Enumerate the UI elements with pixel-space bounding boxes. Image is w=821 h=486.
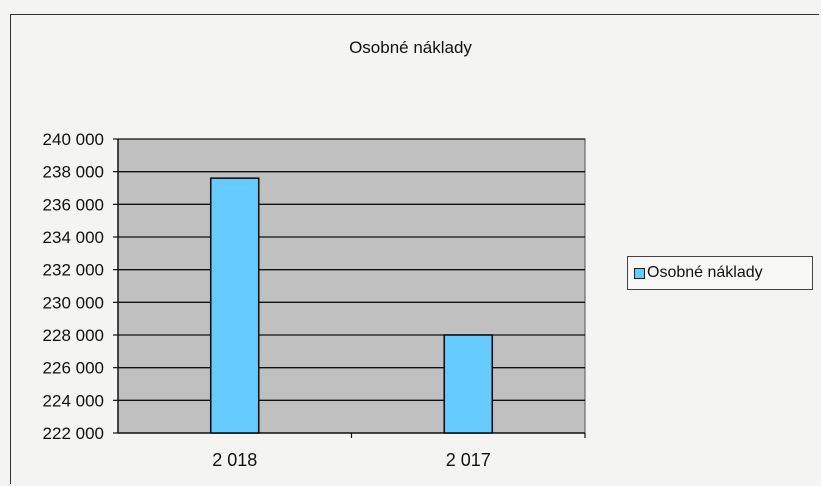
x-tick-label: 2 018 [212, 450, 257, 470]
y-tick-label: 234 000 [43, 228, 104, 247]
y-tick-label: 222 000 [43, 424, 104, 443]
plot-area [117, 138, 586, 434]
legend-swatch [634, 267, 645, 279]
x-tick-label: 2 017 [446, 450, 491, 470]
chart-title: Osobné náklady [349, 38, 472, 57]
chart-frame [10, 14, 819, 484]
legend-label: Osobné náklady [647, 264, 763, 281]
bar [209, 177, 260, 434]
y-tick-label: 240 000 [43, 130, 104, 149]
y-tick-label: 238 000 [43, 163, 104, 182]
legend: Osobné náklady [627, 256, 813, 290]
y-tick-label: 230 000 [43, 293, 104, 312]
y-tick-label: 232 000 [43, 261, 104, 280]
y-tick-label: 228 000 [43, 326, 104, 345]
y-tick-label: 224 000 [43, 391, 104, 410]
y-tick-label: 226 000 [43, 359, 104, 378]
y-tick-label: 236 000 [43, 195, 104, 214]
bar [443, 334, 494, 434]
